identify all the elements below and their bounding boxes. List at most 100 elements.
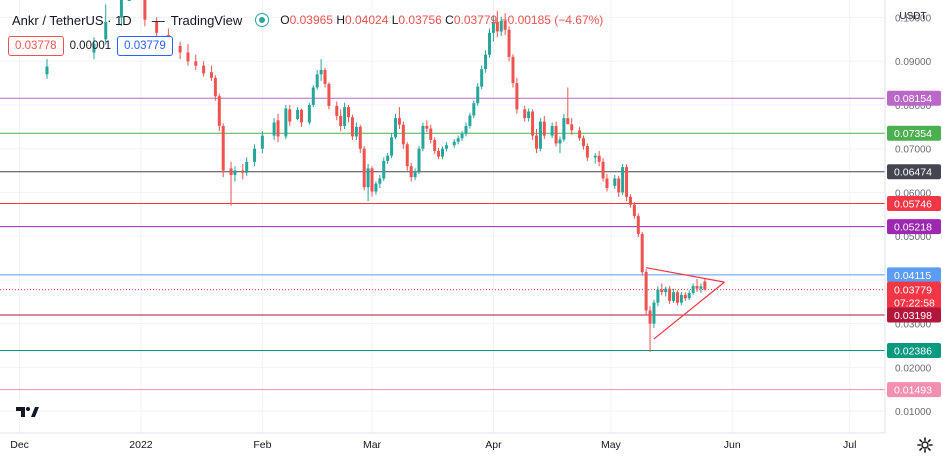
candle-body: [358, 126, 362, 149]
close-value: 0.03779: [453, 13, 498, 27]
countdown-label: 07:22:58: [894, 298, 935, 310]
candle-body: [695, 286, 699, 289]
candle-body: [245, 161, 249, 173]
candle-body: [202, 65, 206, 74]
candle-body: [397, 118, 401, 125]
candle-body: [405, 144, 409, 167]
level-price-label: 0.03198: [894, 310, 932, 322]
candle-body: [480, 69, 484, 87]
candle-body: [335, 105, 339, 116]
candle-body: [382, 160, 386, 179]
buy-price-button[interactable]: 0.03779: [117, 36, 173, 56]
candle-body: [628, 196, 632, 205]
candle-body: [209, 72, 213, 78]
candle-body: [300, 109, 304, 123]
candle-body: [413, 171, 417, 178]
candle-body: [644, 272, 648, 311]
sell-price-button[interactable]: 0.03778: [8, 36, 64, 56]
level-price-label: 0.01493: [894, 385, 932, 397]
candle-body: [409, 166, 413, 178]
candle-body: [585, 146, 589, 158]
candle-body: [495, 21, 499, 32]
candle-body: [272, 122, 276, 136]
level-price-tag: [887, 307, 941, 323]
candle-body: [621, 167, 625, 193]
low-label: L: [391, 13, 399, 27]
candle-body: [511, 56, 515, 84]
low-value: 0.03756: [398, 13, 442, 27]
x-tick-label: Apr: [485, 439, 502, 451]
x-tick-label: Jul: [843, 439, 856, 451]
candle-body: [550, 125, 554, 136]
candle-body: [605, 178, 609, 189]
candle-body: [378, 178, 382, 184]
settings-gear-icon[interactable]: [917, 437, 933, 453]
triangle-lower-line: [653, 281, 725, 340]
candle-body: [390, 137, 394, 156]
x-tick-label: Feb: [253, 439, 271, 451]
ohlc-values: O0.03965 H0.04024 L0.03756 C0.03779 −0.0…: [280, 13, 603, 27]
candle-body: [311, 87, 315, 105]
level-price-label: 0.05746: [894, 199, 932, 211]
level-price-label: 0.04115: [894, 270, 931, 282]
close-label: C: [445, 13, 454, 27]
x-tick-label: Mar: [363, 439, 382, 451]
candle-body: [672, 292, 676, 301]
candle-body: [679, 294, 683, 303]
candle-body: [92, 43, 96, 53]
candle-body: [45, 66, 49, 75]
open-value: 0.03965: [289, 13, 333, 27]
candle-body: [437, 150, 441, 157]
candle-body: [515, 83, 519, 110]
candle-body: [433, 139, 437, 151]
x-tick-label: May: [601, 439, 622, 451]
candle-body: [417, 148, 421, 172]
candle-body: [186, 52, 190, 62]
candle-body: [648, 310, 652, 324]
candle-body: [276, 120, 280, 137]
chart-legend: Ankr / TetherUS · 1D — TradingView O0.03…: [12, 9, 603, 31]
candle-body: [527, 111, 531, 119]
level-price-label: 0.03779: [894, 285, 932, 297]
symbol-title[interactable]: Ankr / TetherUS · 1D: [12, 12, 132, 28]
tradingview-logo-icon[interactable]: [12, 400, 40, 422]
level-price-label: 0.02386: [894, 346, 932, 358]
candle-body: [687, 293, 691, 299]
visibility-eye-icon[interactable]: [256, 14, 269, 26]
level-price-tag: [887, 267, 941, 283]
candle-body: [656, 289, 660, 303]
level-price-label: 0.08154: [894, 93, 932, 105]
triangle-upper-line: [646, 267, 725, 283]
level-price-tag: [887, 343, 941, 359]
candle-body: [699, 286, 703, 289]
currency-label: USDT: [899, 11, 926, 22]
candle-body: [460, 133, 464, 139]
candle-body: [241, 170, 245, 173]
candle-body: [253, 148, 257, 162]
candle-body: [143, 0, 147, 20]
candle-body: [558, 139, 562, 144]
candle-body: [444, 145, 448, 149]
candle-body: [288, 109, 292, 122]
candle-body: [554, 125, 558, 144]
candle-body: [104, 21, 108, 40]
x-tick-label: Dec: [10, 439, 29, 451]
level-price-tag: [887, 125, 941, 141]
candle-body: [366, 168, 370, 188]
candle-body: [625, 167, 629, 197]
candle-body: [155, 21, 159, 33]
y-tick-label: 0.06000: [895, 188, 932, 199]
candle-body: [362, 148, 366, 188]
candle-body: [421, 125, 425, 149]
candle-body: [452, 141, 456, 146]
x-tick-label: 2022: [129, 439, 153, 451]
candle-body: [339, 115, 343, 126]
candle-body: [652, 302, 656, 324]
candle-body: [632, 204, 636, 217]
high-value: 0.04024: [345, 13, 389, 27]
candle-body: [703, 281, 707, 290]
candle-body: [601, 161, 605, 179]
candle-body: [260, 135, 264, 149]
